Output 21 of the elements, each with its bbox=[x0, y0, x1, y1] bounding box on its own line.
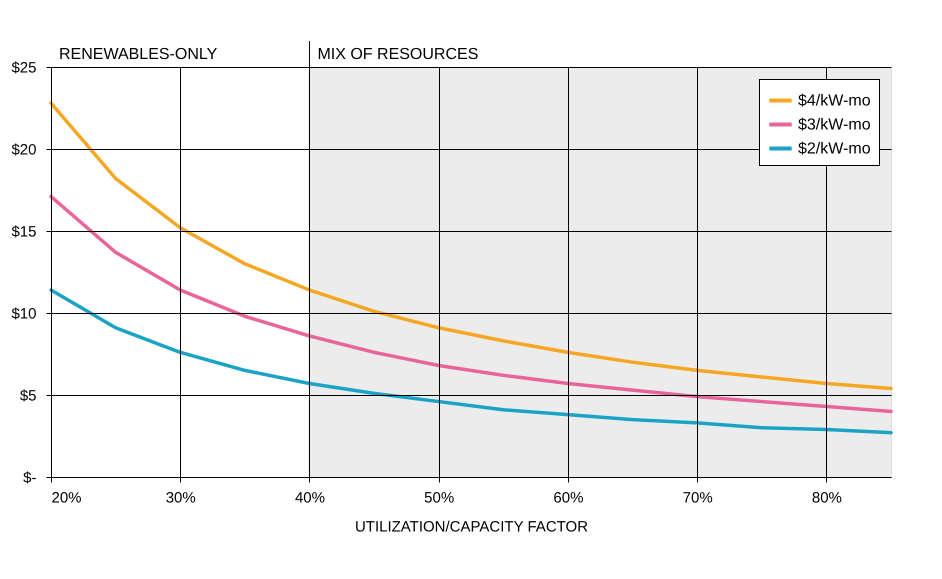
y-tick-label: $10 bbox=[11, 306, 36, 322]
x-tick-label: 30% bbox=[166, 490, 196, 506]
y-tick-label: $- bbox=[23, 470, 36, 486]
line-series bbox=[49, 288, 893, 434]
x-tick-label: 20% bbox=[52, 490, 82, 506]
y-tick-label: $25 bbox=[11, 60, 36, 76]
x-tick-label: 50% bbox=[424, 490, 454, 506]
y-tick-label: $5 bbox=[20, 388, 36, 404]
legend-label: $4/kW-mo bbox=[798, 92, 871, 110]
band-label: MIX OF RESOURCES bbox=[317, 46, 478, 63]
x-tick-label: 80% bbox=[812, 490, 842, 506]
x-axis-title: UTILIZATION/CAPACITY FACTOR bbox=[354, 518, 588, 536]
legend-label: $2/kW-mo bbox=[798, 140, 871, 158]
y-tick-label: $20 bbox=[11, 142, 36, 158]
x-tick-label: 40% bbox=[294, 490, 325, 506]
x-tick-label: 70% bbox=[682, 490, 713, 506]
x-tick-label: 60% bbox=[553, 490, 584, 506]
line-series bbox=[49, 194, 893, 414]
text: RENEWABLES-ONLY bbox=[59, 46, 218, 63]
y-tick-label: $15 bbox=[11, 224, 36, 240]
legend-label: $3/kW-mo bbox=[798, 116, 871, 134]
